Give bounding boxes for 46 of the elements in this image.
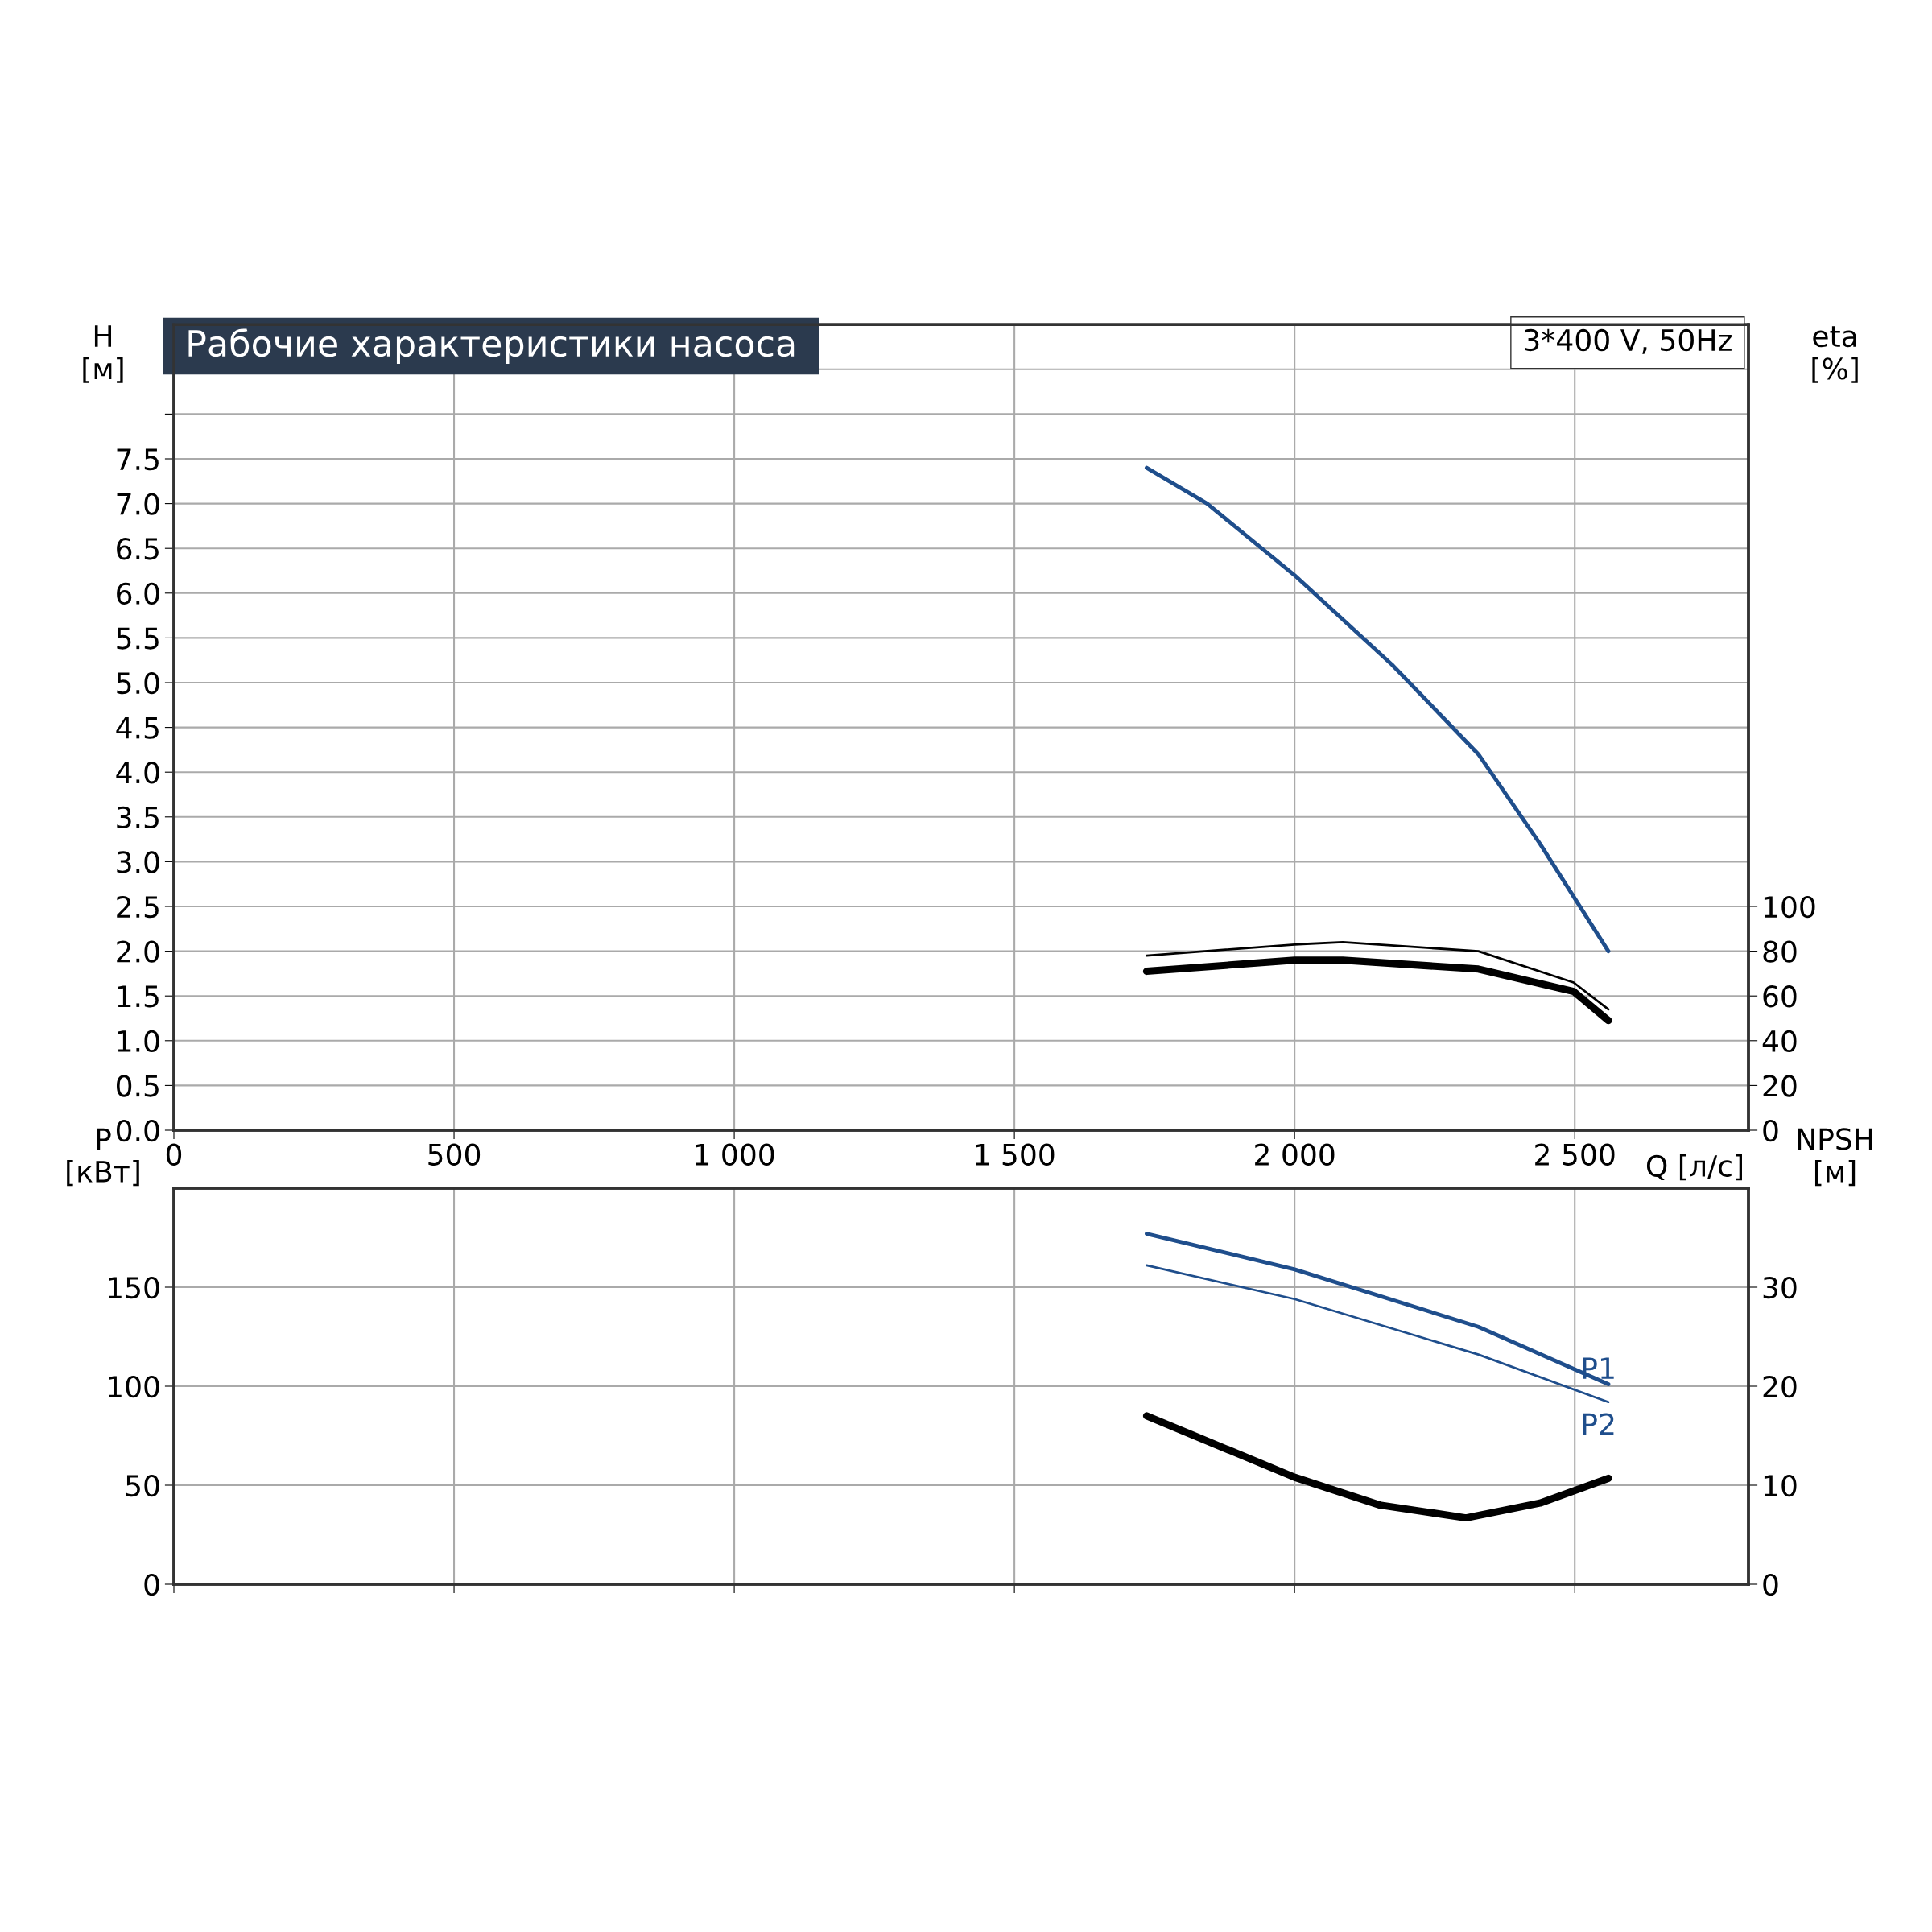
y2-tick-label: 80 — [1763, 940, 1797, 963]
x-tick-label: 1 500 — [976, 1143, 1055, 1166]
y-tick-label: 150 — [109, 1276, 159, 1299]
y-tick-label: 0.5 — [116, 1075, 159, 1097]
y-tick-label: 0.0 — [116, 1119, 159, 1142]
x-axis-title: Q [л/с] — [1646, 1154, 1742, 1181]
y2-tick-label: 40 — [1762, 1030, 1797, 1053]
y-tick-label: 5.0 — [117, 671, 159, 695]
y-tick-label: 3.5 — [117, 806, 159, 829]
x-tick-label: 1 000 — [696, 1143, 774, 1166]
line-series — [1146, 941, 1610, 1011]
y2-tick-label: 30 — [1763, 1276, 1797, 1299]
y-tick-label: 50 — [126, 1474, 159, 1497]
y2-axis-title: eta [%] — [1812, 326, 1858, 383]
y-tick-label: 0 — [144, 1573, 159, 1596]
y2-tick-label: 10 — [1764, 1474, 1797, 1497]
y-tick-label: 1.0 — [118, 1030, 159, 1053]
annotation: 3*400 V, 50Hz — [1525, 328, 1732, 354]
y2-tick-label: 0 — [1763, 1119, 1778, 1142]
x-tick-label: 500 — [428, 1143, 481, 1166]
y-tick-label: 6.5 — [117, 538, 159, 560]
y-tick-label: 100 — [109, 1375, 159, 1398]
y-tick-label: 7.0 — [117, 493, 159, 515]
x-tick-label: 2 500 — [1535, 1143, 1615, 1166]
y2-tick-label: 100 — [1764, 895, 1815, 919]
y-tick-label: 6.0 — [117, 582, 159, 605]
x-tick-label: 0 — [166, 1143, 182, 1166]
y-axis-title: H [м] — [83, 325, 123, 383]
y2-axis-title: NPSH [м] — [1798, 1128, 1872, 1187]
y2-tick-label: 20 — [1763, 1375, 1797, 1398]
x-tick-label: 2 000 — [1255, 1143, 1335, 1166]
y2-tick-label: 60 — [1763, 985, 1797, 1008]
y2-tick-label: 0 — [1763, 1573, 1778, 1596]
chart-title: Рабочие характеристики насоса — [188, 328, 795, 364]
y2-tick-label: 20 — [1763, 1075, 1797, 1097]
series-label: P1 — [1583, 1357, 1614, 1379]
y-tick-label: 2.0 — [117, 940, 159, 963]
y-tick-label: 4.5 — [116, 716, 159, 739]
y-tick-label: 1.5 — [118, 985, 159, 1008]
line-series — [1144, 465, 1611, 954]
y-tick-label: 5.5 — [117, 627, 159, 650]
y-tick-label: 4.0 — [116, 762, 159, 784]
y-tick-label: 2.5 — [117, 895, 159, 919]
y-tick-label: 3.0 — [117, 851, 159, 873]
y-tick-label: 7.5 — [117, 448, 159, 471]
series-label: P2 — [1583, 1413, 1614, 1435]
